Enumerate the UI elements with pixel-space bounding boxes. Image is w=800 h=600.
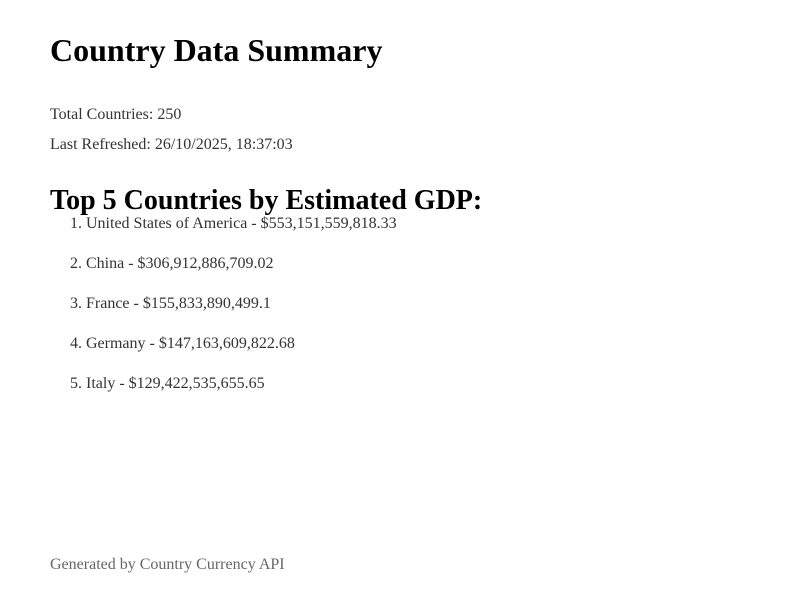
gdp-value: $155,833,890,499.1 — [142, 295, 271, 312]
gdp-value: $553,151,559,818.33 — [260, 215, 397, 232]
summary-page: Country Data Summary Total Countries: 250… — [50, 0, 770, 600]
gdp-value: $306,912,886,709.02 — [137, 255, 274, 272]
rank-number: 3. — [70, 295, 82, 312]
list-item: 3. France - $155,833,890,499.1 — [70, 294, 397, 334]
footer-text: Generated by Country Currency API — [50, 556, 285, 573]
gdp-value: $129,422,535,655.65 — [128, 375, 265, 392]
top-gdp-list: 1. United States of America - $553,151,5… — [50, 214, 397, 414]
total-countries-stat: Total Countries: 250 — [50, 105, 181, 125]
last-refreshed-label: Last Refreshed: — [50, 136, 151, 153]
separator: - — [128, 255, 134, 272]
last-refreshed-value: 26/10/2025, 18:37:03 — [154, 136, 293, 153]
country-name: France — [86, 295, 130, 312]
list-item: 4. Germany - $147,163,609,822.68 — [70, 334, 397, 374]
gdp-value: $147,163,609,822.68 — [158, 335, 295, 352]
page-title: Country Data Summary — [50, 32, 383, 68]
list-item: 5. Italy - $129,422,535,655.65 — [70, 374, 397, 414]
total-countries-label: Total Countries: — [50, 106, 154, 123]
rank-number: 5. — [70, 375, 82, 392]
total-countries-value: 250 — [157, 106, 182, 123]
separator: - — [251, 215, 257, 232]
list-item: 2. China - $306,912,886,709.02 — [70, 254, 397, 294]
country-name: China — [86, 255, 125, 272]
country-name: United States of America — [86, 215, 248, 232]
last-refreshed-stat: Last Refreshed: 26/10/2025, 18:37:03 — [50, 135, 293, 155]
rank-number: 1. — [70, 215, 82, 232]
top-gdp-heading: Top 5 Countries by Estimated GDP: — [50, 185, 483, 216]
separator: - — [149, 335, 155, 352]
separator: - — [133, 295, 139, 312]
rank-number: 4. — [70, 335, 82, 352]
country-name: Italy — [86, 375, 116, 392]
separator: - — [119, 375, 125, 392]
country-name: Germany — [86, 335, 146, 352]
rank-number: 2. — [70, 255, 82, 272]
list-item: 1. United States of America - $553,151,5… — [70, 214, 397, 254]
